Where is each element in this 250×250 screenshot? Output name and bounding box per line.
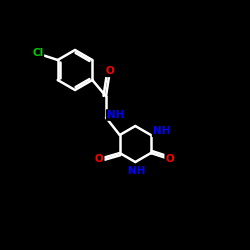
Text: NH: NH (128, 166, 145, 176)
Text: NH: NH (107, 110, 124, 120)
Text: Cl: Cl (32, 48, 43, 58)
Text: NH: NH (153, 126, 170, 136)
Text: O: O (106, 66, 114, 76)
Text: O: O (165, 154, 174, 164)
Text: O: O (95, 154, 104, 164)
